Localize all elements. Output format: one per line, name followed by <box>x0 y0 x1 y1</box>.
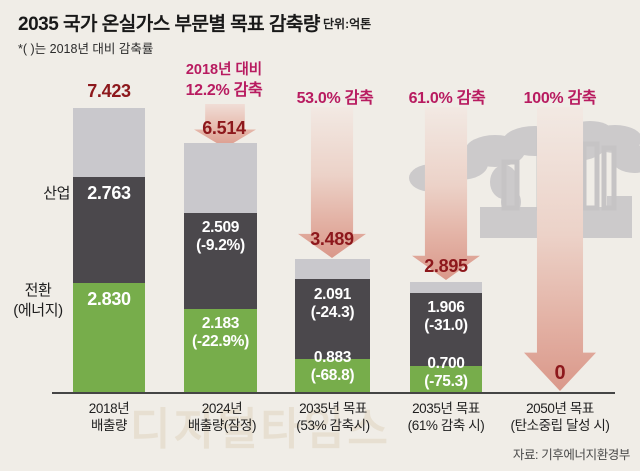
value-line: 1.906 <box>427 299 465 316</box>
reduction-header-2035-53: 53.0% 감축 <box>296 90 374 107</box>
bar-2018-energy-value: 2.830 <box>87 289 131 309</box>
bar-2024-energy-value: 2.183 (-22.9%) <box>184 315 257 351</box>
pct-line: (-22.9%) <box>191 332 250 350</box>
bar-2018-industry-segment <box>73 177 145 283</box>
pct-line: (-31.0) <box>424 316 468 334</box>
axis-line2: (53% 감축시) <box>296 417 370 433</box>
reduction-header-2024-line1: 2018년 대비 <box>185 62 263 78</box>
reduction-header-2035-61: 61.0% 감축 <box>408 90 486 107</box>
bar-2035-53-other-segment <box>295 259 370 279</box>
bar-2035-53-energy-segment <box>295 359 370 393</box>
unit-label: 단위:억톤 <box>323 17 372 31</box>
total-2035-61: 2.895 <box>424 256 468 276</box>
axis-line2: 배출량 <box>90 417 128 433</box>
x-axis-line <box>52 392 615 394</box>
bar-2035-61-industry-segment <box>410 293 482 366</box>
axis-label-2018: 2018년 배출량 <box>44 401 174 435</box>
watermark: 디지털타임스 <box>130 405 391 454</box>
bar-2035-61-energy-segment <box>410 366 482 393</box>
bar-2035-61-industry-value: 1.906 (-31.0) <box>410 299 482 335</box>
axis-line2: 배출량(잠정) <box>187 417 257 433</box>
bar-2018-industry-value: 2.763 <box>87 183 131 203</box>
value-line: 2.509 <box>201 219 240 236</box>
axis-line1: 2024년 <box>201 401 243 416</box>
axis-label-2035-53: 2035년 목표 (53% 감축시) <box>267 401 399 435</box>
axis-line1: 2050년 목표 <box>526 401 594 416</box>
bar-2018-energy-segment <box>73 283 145 393</box>
axis-label-2024: 2024년 배출량(잠정) <box>157 401 287 435</box>
value-line: 0.700 <box>427 355 465 372</box>
value-line: 2.091 <box>313 286 352 303</box>
axis-line2: (61% 감축 시) <box>407 417 485 433</box>
side-label-energy: 전환 (에너지) <box>0 281 76 320</box>
value-line: 2.183 <box>201 315 240 332</box>
bar-2035-53-energy-value: 0.883 (-68.8) <box>295 349 370 385</box>
total-2024: 6.514 <box>202 118 246 138</box>
pct-line: (-68.8) <box>310 366 355 384</box>
bar-2024-energy-segment <box>184 309 257 393</box>
axis-label-2050: 2050년 목표 (탄소중립 달성 시) <box>490 401 630 435</box>
axis-line2: (탄소중립 달성 시) <box>510 417 610 433</box>
bar-2024-industry-value: 2.509 (-9.2%) <box>184 219 257 255</box>
bar-2035-61-energy-value: 0.700 (-75.3) <box>410 355 482 391</box>
axis-line1: 2035년 목표 <box>299 401 367 416</box>
source-credit: 자료: 기후에너지환경부 <box>512 448 631 462</box>
bar-2035-53-industry-value: 2.091 (-24.3) <box>295 286 370 322</box>
footnote: *( )는 2018년 대비 감축률 <box>18 42 154 56</box>
pct-line: (-75.3) <box>424 372 468 390</box>
side-label-industry: 산업 <box>43 185 70 202</box>
bar-2024-other-segment <box>184 143 257 213</box>
total-2050: 0 <box>554 362 566 384</box>
bar-2018-other-segment <box>73 108 145 177</box>
axis-label-2035-61: 2035년 목표 (61% 감축 시) <box>380 401 512 435</box>
value-line: 0.883 <box>313 349 352 366</box>
reduction-header-2050: 100% 감축 <box>523 90 597 107</box>
bar-2035-61-other-segment <box>410 282 482 293</box>
bar-2024-industry-segment <box>184 213 257 309</box>
axis-line1: 2018년 <box>88 401 130 416</box>
total-2035-53: 3.489 <box>310 229 354 249</box>
total-2018: 7.423 <box>87 81 131 101</box>
side-label-energy-line2: (에너지) <box>13 301 63 319</box>
axis-line1: 2035년 목표 <box>412 401 480 416</box>
pct-line: (-9.2%) <box>196 236 245 254</box>
side-label-energy-line1: 전환 <box>24 282 52 299</box>
page-title: 2035 국가 온실가스 부문별 목표 감축량 <box>18 14 320 35</box>
bar-2035-53-industry-segment <box>295 279 370 359</box>
pct-line: (-24.3) <box>310 303 355 321</box>
reduction-header-2024-line2: 12.2% 감축 <box>185 82 263 99</box>
